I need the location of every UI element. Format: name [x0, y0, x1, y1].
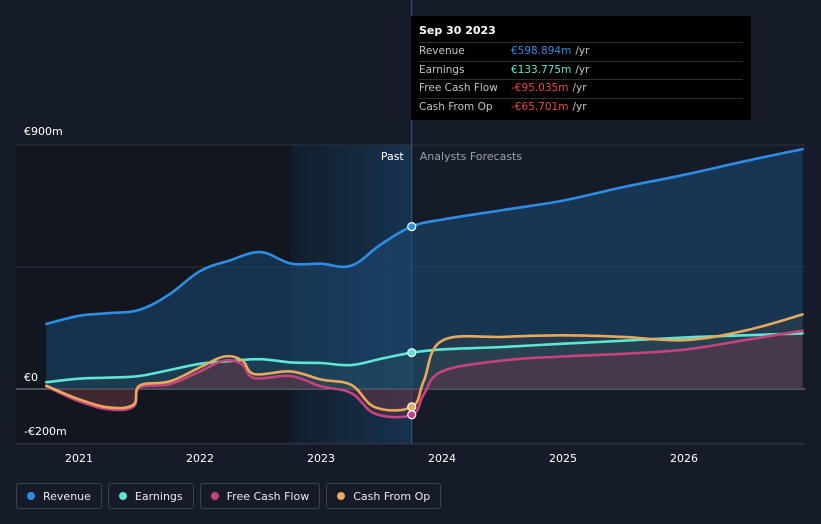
tooltip-value: -€65.701m — [511, 100, 569, 113]
tooltip-label: Cash From Op — [419, 100, 493, 113]
tooltip-unit: /yr — [572, 82, 587, 94]
tooltip-value: -€95.035m — [511, 82, 569, 94]
earnings-line — [45, 332, 804, 384]
tooltip-row-revenue: Revenue €598.894m /yr — [419, 42, 743, 61]
chart-plot: €900m €0 -€200m 2021 2022 2023 2024 2025 2026 Pas… — [16, 0, 805, 465]
tooltip-row-free-cash-flow: Free Cash Flow -€95.035m /yr — [419, 79, 743, 98]
tooltip-unit: /yr — [575, 45, 590, 57]
free-cash-flow-marker — [407, 410, 417, 420]
tooltip-unit: /yr — [572, 100, 587, 113]
legend-dot-icon — [337, 492, 346, 500]
legend-item-revenue[interactable]: Revenue — [16, 483, 102, 509]
tooltip-date: Sep 30 2023 — [419, 24, 496, 37]
y-tick-label: €0 — [24, 371, 38, 384]
x-tick-label: 2025 — [549, 452, 577, 465]
legend-dot-icon — [27, 492, 35, 500]
tooltip-unit: /yr — [575, 63, 590, 76]
earnings-marker — [407, 348, 417, 358]
cash-from-op-marker — [407, 402, 417, 412]
legend-item-earnings[interactable]: Earnings — [107, 483, 194, 509]
legend-dot-icon — [210, 492, 219, 500]
y-tick-label: €900m — [24, 125, 63, 138]
forecast-label: Analysts Forecasts — [420, 150, 523, 163]
x-tick-label: 2024 — [428, 452, 456, 465]
tooltip-label: Earnings — [419, 63, 465, 76]
x-tick-label: 2021 — [65, 452, 93, 465]
legend-label: Earnings — [134, 489, 183, 503]
legend-label: Revenue — [43, 489, 91, 503]
tooltip-row-earnings: Earnings €133.775m /yr — [419, 60, 743, 80]
revenue-line — [45, 147, 804, 326]
tooltip-value: €133.775m — [511, 63, 572, 76]
revenue-area — [46, 149, 803, 389]
revenue-marker — [407, 222, 417, 232]
legend-label: Free Cash Flow — [226, 489, 310, 503]
cash-from-op-area — [46, 314, 803, 411]
x-tick-label: 2023 — [307, 452, 335, 465]
cash-from-op-line — [45, 313, 804, 412]
y-tick-label: -€200m — [24, 425, 67, 438]
x-tick-label: 2022 — [186, 452, 214, 465]
legend-label: Cash From Op — [353, 489, 431, 503]
earnings-area — [46, 333, 803, 389]
x-tick-label: 2026 — [670, 452, 698, 465]
tooltip-label: Free Cash Flow — [419, 82, 498, 94]
legend-item-cash-from-op[interactable]: Cash From Op — [326, 483, 442, 509]
tooltip: Sep 30 2023 Revenue €598.894m /yr Earnin… — [411, 16, 751, 120]
legend-item-free-cash-flow[interactable]: Free Cash Flow — [199, 483, 321, 509]
tooltip-label: Revenue — [419, 45, 465, 57]
tooltip-value: €598.894m — [511, 45, 572, 57]
legend-dot-icon — [118, 492, 127, 500]
past-label: Past — [381, 150, 405, 163]
tooltip-row-cash-from-op: Cash From Op -€65.701m /yr — [419, 97, 743, 117]
legend: Revenue Earnings Free Cash Flow Cash Fro… — [16, 483, 442, 511]
